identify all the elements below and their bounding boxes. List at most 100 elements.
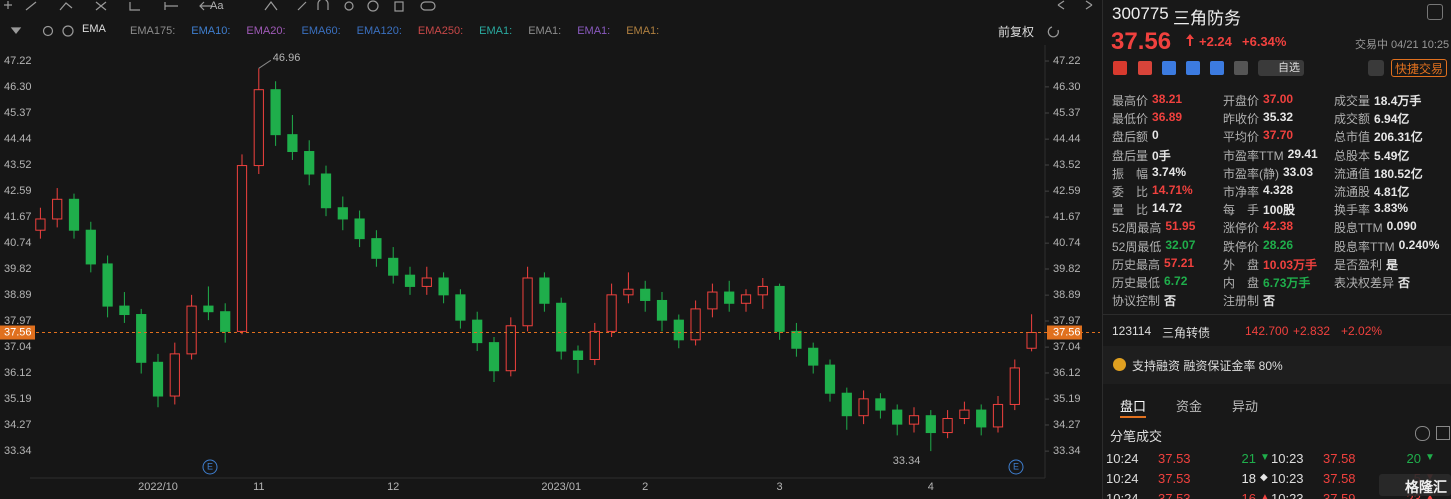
y-tick-label-left: 38.89 — [4, 289, 32, 301]
candle-body — [253, 89, 264, 167]
tool-pen[interactable] — [297, 1, 307, 11]
badge[interactable] — [1234, 61, 1248, 75]
y-tick-label-left: 43.52 — [4, 159, 32, 171]
stat-label: 流通股 — [1334, 185, 1371, 199]
bond-code[interactable]: 123114 — [1112, 324, 1152, 338]
stat-label: 是否盈利 — [1334, 257, 1383, 272]
tool-cross[interactable] — [4, 1, 12, 9]
expand-button[interactable] — [1415, 426, 1430, 441]
tool-hide[interactable] — [367, 0, 379, 12]
x-tick-label: 4 — [928, 481, 934, 493]
candle-body — [455, 294, 466, 321]
candle-body — [925, 415, 936, 434]
redo[interactable] — [1085, 0, 1093, 10]
indicator-line[interactable]: EMA1: — [626, 25, 660, 37]
y-tick-label-left: 39.82 — [4, 263, 32, 275]
last-price-tag-left — [0, 325, 35, 340]
candle-body — [841, 392, 852, 417]
y-tick-label-left: 34.27 — [4, 419, 32, 431]
indicator-line[interactable]: EMA250: — [417, 25, 464, 37]
badge[interactable] — [1162, 61, 1176, 75]
bond-pct: +2.02% — [1341, 324, 1383, 338]
y-tick-label: 43.52 — [1053, 159, 1081, 171]
candle-body — [1026, 332, 1037, 349]
tool-fib[interactable] — [95, 1, 107, 11]
candle-body — [85, 229, 96, 265]
tool-measure[interactable] — [164, 2, 178, 10]
alert-button[interactable] — [1368, 60, 1384, 76]
tool-toggle[interactable] — [420, 1, 436, 11]
tab[interactable]: 资金 — [1176, 399, 1203, 414]
y-tick-label: 38.89 — [1053, 289, 1081, 301]
y-tick-label-left: 46.30 — [4, 81, 32, 93]
candle-body — [354, 218, 365, 240]
y-tick-label: 34.27 — [1053, 419, 1081, 431]
badge[interactable] — [1210, 61, 1224, 75]
badge[interactable] — [1113, 61, 1127, 75]
tool-arrow[interactable] — [199, 1, 212, 11]
tool-text[interactable]: Aa — [210, 0, 224, 12]
refresh-icon[interactable] — [1047, 26, 1059, 38]
candle-body — [152, 361, 164, 397]
tab[interactable]: 异动 — [1232, 399, 1259, 414]
candle-body — [203, 305, 214, 313]
margin-icon — [1113, 358, 1126, 371]
candle-body — [724, 291, 735, 304]
y-tick-label-left: 40.74 — [4, 237, 32, 249]
indicator-name[interactable]: EMA — [82, 23, 106, 35]
indicator-line[interactable]: EMA20: — [246, 25, 286, 37]
y-tick-label: 40.74 — [1053, 237, 1081, 249]
stat-value: 100股 — [1263, 203, 1296, 218]
candle-body — [539, 277, 550, 304]
adjust-mode[interactable]: 前复权 — [998, 25, 1035, 39]
y-tick-label: 41.67 — [1053, 211, 1081, 223]
candle-body — [556, 302, 567, 352]
tool-delete[interactable] — [394, 1, 404, 12]
badge[interactable] — [1138, 61, 1152, 75]
bond-name[interactable]: 三角转债 — [1162, 326, 1211, 340]
collapse[interactable] — [10, 27, 22, 34]
indicator-line[interactable]: EMA1: — [528, 25, 562, 37]
x-tick-label: 2022/10 — [138, 481, 178, 493]
last-price-tag — [1047, 325, 1082, 340]
candle-body — [908, 415, 920, 425]
badge[interactable] — [1186, 61, 1200, 75]
stat-label: 最高价 — [1112, 94, 1149, 108]
trade-time: 10:23 — [1271, 491, 1304, 499]
tool-brush[interactable] — [264, 0, 278, 11]
stat-value: 29.41 — [1287, 146, 1318, 161]
tool-line[interactable] — [25, 1, 37, 11]
indicator-line[interactable]: EMA10: — [191, 25, 231, 37]
trade-time: 10:24 — [1106, 451, 1139, 466]
watch-button[interactable]: 自选 — [1258, 60, 1304, 76]
candle-body — [976, 409, 987, 428]
tool-path[interactable] — [59, 2, 73, 11]
indicator-line[interactable]: EMA1: — [479, 25, 513, 37]
undo[interactable] — [1057, 0, 1065, 10]
x-tick-label: 12 — [387, 481, 399, 493]
tool-angle[interactable] — [129, 2, 140, 11]
y-tick-label: 46.30 — [1053, 81, 1081, 93]
y-tick-label: 36.12 — [1053, 367, 1081, 379]
indicator-line[interactable]: EMA120: — [356, 25, 402, 37]
tool-lock[interactable] — [344, 1, 354, 11]
settings-icon[interactable] — [42, 25, 54, 37]
tool-magnet[interactable] — [317, 0, 329, 10]
trade-button[interactable]: 快捷交易 — [1391, 59, 1447, 77]
settings-button[interactable] — [1427, 4, 1443, 20]
candle-body — [673, 319, 684, 341]
indicator-line[interactable]: EMA175: — [130, 25, 176, 37]
popout-button[interactable] — [1436, 426, 1450, 440]
event-marker[interactable] — [202, 459, 218, 475]
close-icon[interactable] — [62, 25, 74, 37]
indicator-line[interactable]: EMA1: — [577, 25, 611, 37]
indicator-line[interactable]: EMA60: — [301, 25, 341, 37]
stat-value: 6.72 — [1164, 274, 1188, 288]
candle-body — [522, 277, 533, 327]
candle-body — [942, 418, 953, 434]
y-tick-label: 39.82 — [1053, 263, 1081, 275]
stat-value: 32.07 — [1165, 237, 1196, 252]
tab[interactable]: 盘口 — [1120, 399, 1147, 414]
y-tick-label: 37.97 — [1053, 315, 1081, 327]
event-marker[interactable] — [1008, 459, 1024, 475]
